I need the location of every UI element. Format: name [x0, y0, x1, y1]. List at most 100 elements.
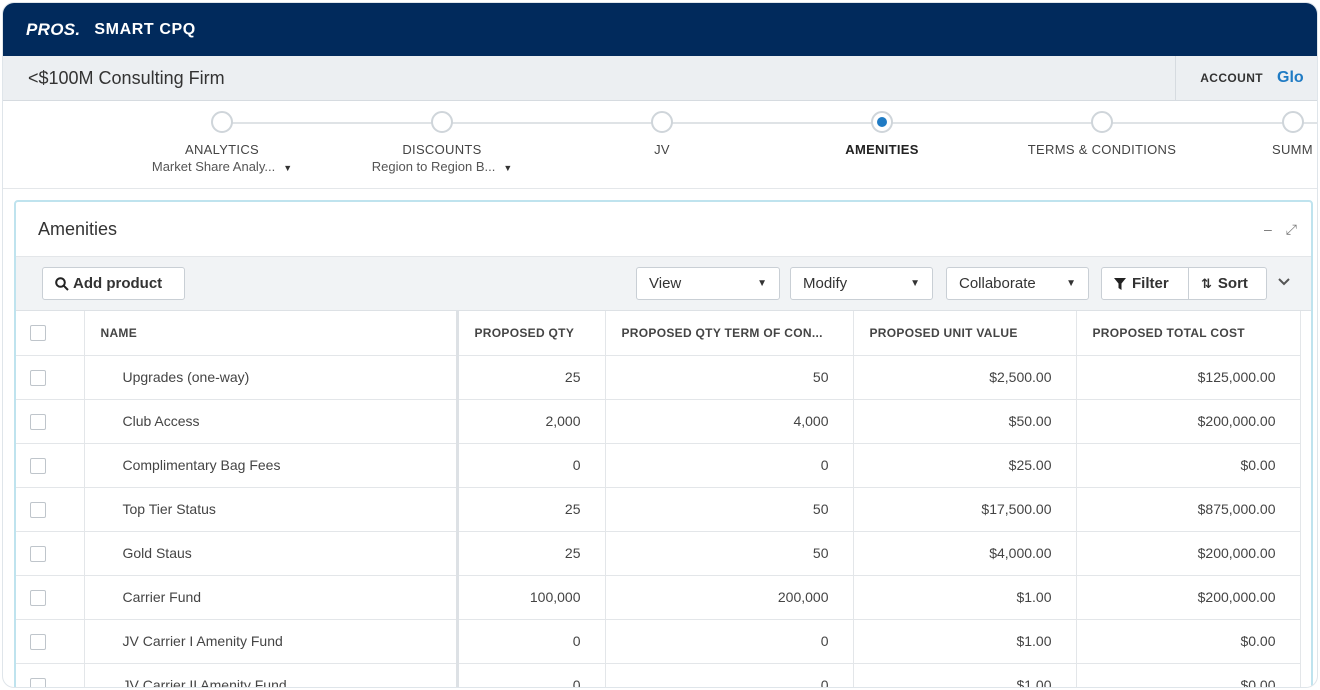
cell-proposed-total-cost: $200,000.00 [1076, 575, 1301, 620]
row-select-cell[interactable] [16, 355, 85, 400]
cell-name[interactable]: JV Carrier II Amenity Fund [84, 663, 459, 687]
cell-proposed-qty-term[interactable]: 0 [605, 443, 854, 488]
cell-name[interactable]: Upgrades (one-way) [84, 355, 459, 400]
expand-icon[interactable]: ⤢ [1285, 220, 1297, 237]
cell-name[interactable]: Gold Staus [84, 531, 459, 576]
table-row[interactable]: Top Tier Status 25 50 $17,500.00 $875,00… [16, 487, 1301, 532]
step-dropdown[interactable]: Market Share Analy... ▼ [112, 159, 332, 174]
table-row[interactable]: Carrier Fund 100,000 200,000 $1.00 $200,… [16, 575, 1301, 620]
step-sub-label: Market Share Analy... [151, 159, 276, 174]
sort-icon: ⇅ [1201, 275, 1212, 291]
step-label: ANALYTICS [185, 142, 259, 157]
cell-proposed-unit-value[interactable]: $17,500.00 [853, 487, 1077, 532]
caret-down-icon: ▼ [283, 163, 293, 173]
cell-proposed-unit-value[interactable]: $25.00 [853, 443, 1077, 488]
row-select-cell[interactable] [16, 619, 85, 664]
chevron-down-icon[interactable] [1278, 275, 1290, 289]
row-checkbox[interactable] [30, 369, 46, 386]
row-checkbox[interactable] [30, 677, 46, 687]
modify-dropdown[interactable]: Modify ▼ [790, 267, 933, 300]
panel-title: Amenities [38, 218, 118, 239]
table-row[interactable]: JV Carrier II Amenity Fund 0 0 $1.00 $0.… [16, 663, 1301, 687]
step-dot [431, 111, 453, 133]
table-toolbar: Add product View ▼ Modify ▼ Collaborate … [16, 257, 1311, 311]
cell-proposed-unit-value[interactable]: $2,500.00 [853, 355, 1077, 400]
column-header-proposed-unit-value[interactable]: PROPOSED UNIT VALUE [853, 311, 1077, 356]
row-select-cell[interactable] [16, 443, 85, 488]
account-link[interactable]: Glo [1277, 69, 1304, 86]
cell-name[interactable]: Carrier Fund [84, 575, 459, 620]
cell-proposed-qty[interactable]: 2,000 [457, 399, 606, 444]
sort-button[interactable]: ⇅ Sort [1188, 267, 1267, 300]
view-dropdown[interactable]: View ▼ [636, 267, 780, 300]
add-product-label: Add product [73, 275, 163, 292]
row-checkbox[interactable] [30, 633, 46, 650]
cell-name[interactable]: Club Access [84, 399, 459, 444]
cell-proposed-qty[interactable]: 25 [457, 355, 606, 400]
row-checkbox[interactable] [30, 589, 46, 606]
add-product-button[interactable]: Add product [42, 267, 185, 300]
step-terms-conditions[interactable]: TERMS & CONDITIONS [992, 111, 1212, 157]
step-dot [211, 111, 233, 133]
cell-proposed-qty-term[interactable]: 4,000 [605, 399, 854, 444]
cell-name[interactable]: JV Carrier I Amenity Fund [84, 619, 459, 664]
row-select-cell[interactable] [16, 487, 85, 532]
cell-proposed-qty-term[interactable]: 50 [605, 531, 854, 576]
collaborate-dropdown[interactable]: Collaborate ▼ [946, 267, 1089, 300]
cell-name[interactable]: Complimentary Bag Fees [84, 443, 459, 488]
row-select-cell[interactable] [16, 663, 85, 687]
table-row[interactable]: JV Carrier I Amenity Fund 0 0 $1.00 $0.0… [16, 619, 1301, 664]
panel-header: Amenities – ⤢ [16, 202, 1311, 257]
filter-icon [1114, 277, 1126, 290]
column-header-proposed-total-cost[interactable]: PROPOSED TOTAL COST [1076, 311, 1301, 356]
step-dot [1091, 111, 1113, 133]
cell-proposed-qty-term[interactable]: 0 [605, 619, 854, 664]
column-header-proposed-qty-term[interactable]: PROPOSED QTY TERM OF CON... [605, 311, 854, 356]
row-checkbox[interactable] [30, 545, 46, 562]
row-checkbox[interactable] [30, 413, 46, 430]
cell-proposed-unit-value[interactable]: $50.00 [853, 399, 1077, 444]
row-checkbox[interactable] [30, 501, 46, 518]
table-row[interactable]: Gold Staus 25 50 $4,000.00 $200,000.00 [16, 531, 1301, 576]
cell-proposed-unit-value[interactable]: $4,000.00 [853, 531, 1077, 576]
table-row[interactable]: Club Access 2,000 4,000 $50.00 $200,000.… [16, 399, 1301, 444]
cell-proposed-qty-term[interactable]: 50 [605, 487, 854, 532]
table-row[interactable]: Upgrades (one-way) 25 50 $2,500.00 $125,… [16, 355, 1301, 400]
step-label: JV [654, 142, 670, 157]
step-discounts[interactable]: DISCOUNTS Region to Region B... ▼ [332, 111, 552, 174]
step-summary[interactable]: SUMM [1212, 111, 1317, 157]
row-select-cell[interactable] [16, 575, 85, 620]
table-row[interactable]: Complimentary Bag Fees 0 0 $25.00 $0.00 [16, 443, 1301, 488]
cell-proposed-qty-term[interactable]: 200,000 [605, 575, 854, 620]
pros-logo[interactable]: PROS. [26, 19, 81, 39]
step-amenities[interactable]: AMENITIES [772, 111, 992, 157]
cell-proposed-qty[interactable]: 25 [457, 531, 606, 576]
step-analytics[interactable]: ANALYTICS Market Share Analy... ▼ [112, 111, 332, 174]
cell-proposed-qty-term[interactable]: 50 [605, 355, 854, 400]
cell-proposed-total-cost: $125,000.00 [1076, 355, 1301, 400]
minimize-icon[interactable]: – [1264, 221, 1272, 237]
row-select-cell[interactable] [16, 399, 85, 444]
cell-proposed-qty[interactable]: 100,000 [457, 575, 606, 620]
cell-proposed-unit-value[interactable]: $1.00 [853, 575, 1077, 620]
cell-proposed-qty[interactable]: 0 [457, 619, 606, 664]
top-bar: PROS. SMART CPQ [3, 3, 1317, 56]
step-dropdown[interactable]: Region to Region B... ▼ [332, 159, 552, 174]
row-checkbox[interactable] [30, 457, 46, 474]
select-all-checkbox[interactable] [30, 324, 46, 341]
cell-proposed-qty-term[interactable]: 0 [605, 663, 854, 687]
cell-proposed-qty[interactable]: 25 [457, 487, 606, 532]
step-jv[interactable]: JV [552, 111, 772, 157]
cell-proposed-qty[interactable]: 0 [457, 443, 606, 488]
column-header-proposed-qty[interactable]: PROPOSED QTY [457, 311, 606, 356]
cell-proposed-unit-value[interactable]: $1.00 [853, 663, 1077, 687]
cell-name[interactable]: Top Tier Status [84, 487, 459, 532]
filter-button[interactable]: Filter [1101, 267, 1189, 300]
select-all-cell[interactable] [16, 311, 85, 356]
collaborate-label: Collaborate [959, 275, 1036, 292]
column-header-name[interactable]: NAME [84, 311, 459, 356]
cell-proposed-unit-value[interactable]: $1.00 [853, 619, 1077, 664]
cell-proposed-qty[interactable]: 0 [457, 663, 606, 687]
row-select-cell[interactable] [16, 531, 85, 576]
